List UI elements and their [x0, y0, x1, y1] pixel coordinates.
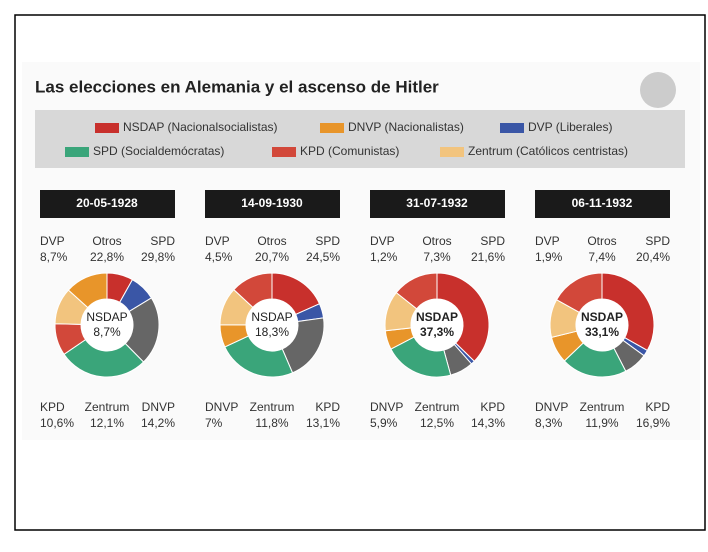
- donut-hole: [576, 299, 628, 351]
- slice-name: DVP: [40, 234, 65, 248]
- slice-value: 5,9%: [370, 416, 398, 430]
- date-box: [535, 190, 670, 218]
- slice-name: Zentrum: [85, 400, 130, 414]
- slice-value: 12,1%: [90, 416, 124, 430]
- legend-swatch: [95, 123, 119, 133]
- slice-value: 7,3%: [423, 250, 451, 264]
- slice-name: DNVP: [535, 400, 568, 414]
- slice-name: Zentrum: [250, 400, 295, 414]
- center-name: NSDAP: [251, 310, 292, 324]
- slice-value: 16,9%: [636, 416, 670, 430]
- slice-name: KPD: [315, 400, 340, 414]
- slice-value: 24,5%: [306, 250, 340, 264]
- legend-band: [35, 110, 685, 168]
- slice-value: 29,8%: [141, 250, 175, 264]
- legend-label: NSDAP (Nacionalsocialistas): [123, 120, 278, 134]
- slice-value: 22,8%: [90, 250, 124, 264]
- slice-name: DNVP: [142, 400, 175, 414]
- legend-label: DVP (Liberales): [528, 120, 612, 134]
- center-name: NSDAP: [581, 310, 623, 324]
- chart-title: 06-11-1932: [572, 196, 633, 210]
- slice-name: Zentrum: [415, 400, 460, 414]
- slice-value: 1,2%: [370, 250, 398, 264]
- slice-name: SPD: [645, 234, 670, 248]
- legend-swatch: [320, 123, 344, 133]
- slice-name: KPD: [40, 400, 65, 414]
- slice-name: Otros: [257, 234, 286, 248]
- slice-name: DVP: [535, 234, 560, 248]
- slice-name: Otros: [587, 234, 616, 248]
- donut-hole: [411, 299, 463, 351]
- legend-label: KPD (Comunistas): [300, 144, 399, 158]
- legend-swatch: [500, 123, 524, 133]
- slice-value: 8,3%: [535, 416, 563, 430]
- slice-name: DVP: [205, 234, 230, 248]
- slice-name: DNVP: [205, 400, 238, 414]
- title: Las elecciones en Alemania y el ascenso …: [35, 77, 439, 96]
- slice-value: 10,6%: [40, 416, 74, 430]
- slice-name: DVP: [370, 234, 395, 248]
- slice-value: 13,1%: [306, 416, 340, 430]
- slice-value: 7%: [205, 416, 223, 430]
- legend-label: Zentrum (Católicos centristas): [468, 144, 628, 158]
- slice-name: SPD: [315, 234, 340, 248]
- date-box: [370, 190, 505, 218]
- slice-name: KPD: [480, 400, 505, 414]
- slice-value: 11,9%: [585, 416, 618, 430]
- donut-slice: [436, 272, 490, 362]
- donut-hole: [81, 299, 133, 351]
- slice-value: 20,7%: [255, 250, 289, 264]
- chart-title: 14-09-1930: [241, 196, 303, 210]
- slice-value: 20,4%: [636, 250, 670, 264]
- legend-label: SPD (Socialdemócratas): [93, 144, 224, 158]
- donut-hole: [246, 299, 298, 351]
- center-value: 37,3%: [420, 325, 454, 339]
- slice-name: Zentrum: [580, 400, 625, 414]
- date-box: [205, 190, 340, 218]
- slice-name: DNVP: [370, 400, 403, 414]
- slice-name: SPD: [150, 234, 175, 248]
- slice-value: 14,2%: [141, 416, 175, 430]
- slice-value: 21,6%: [471, 250, 505, 264]
- legend-swatch: [440, 147, 464, 157]
- slice-value: 4,5%: [205, 250, 233, 264]
- slice-value: 11,8%: [255, 416, 288, 430]
- slice-value: 12,5%: [420, 416, 454, 430]
- legend-swatch: [272, 147, 296, 157]
- slice-value: 14,3%: [471, 416, 505, 430]
- center-value: 8,7%: [93, 325, 121, 339]
- slice-value: 8,7%: [40, 250, 68, 264]
- center-value: 33,1%: [585, 325, 619, 339]
- chart-title: 20-05-1928: [76, 196, 138, 210]
- slice-name: KPD: [645, 400, 670, 414]
- center-name: NSDAP: [416, 310, 458, 324]
- slice-value: 7,4%: [588, 250, 616, 264]
- date-box: [40, 190, 175, 218]
- slice-name: Otros: [92, 234, 121, 248]
- chart-title: 31-07-1932: [406, 196, 468, 210]
- slice-name: SPD: [480, 234, 505, 248]
- center-value: 18,3%: [255, 325, 289, 339]
- legend-label: DNVP (Nacionalistas): [348, 120, 464, 134]
- portrait: [640, 72, 676, 108]
- center-name: NSDAP: [86, 310, 127, 324]
- slice-name: Otros: [422, 234, 451, 248]
- slice-value: 1,9%: [535, 250, 563, 264]
- legend-swatch: [65, 147, 89, 157]
